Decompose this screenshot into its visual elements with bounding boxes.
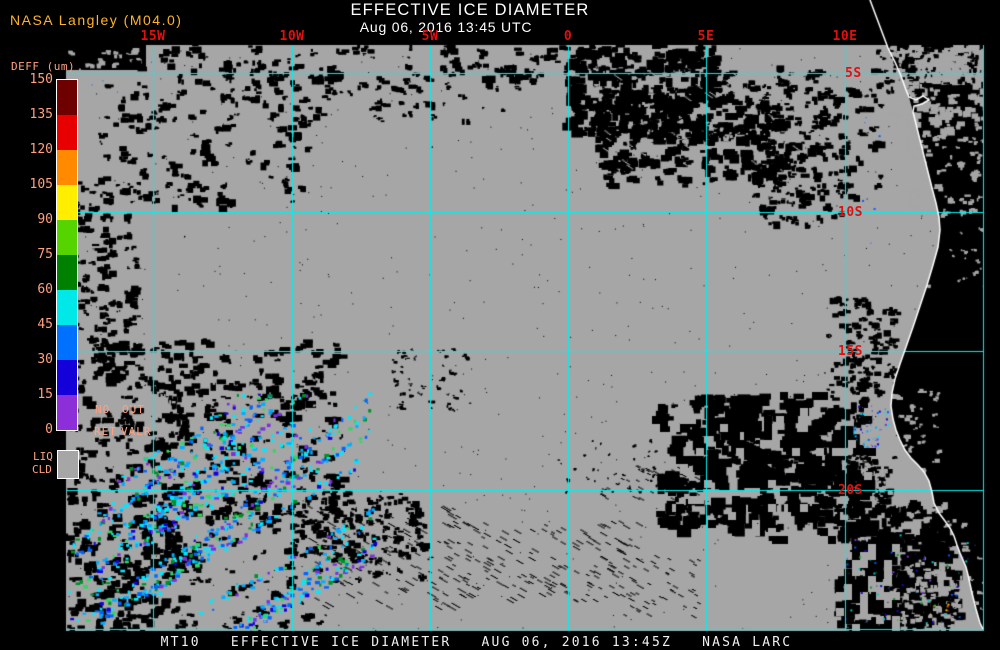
colorbar: [56, 79, 78, 431]
latitude-label: 10S: [838, 205, 863, 220]
latitude-label: 20S: [838, 483, 863, 498]
retrieval-flag-no: NO: [95, 403, 111, 416]
colorbar-segment: [57, 220, 77, 255]
colorbar-tick-label: 60: [37, 282, 53, 297]
colorbar-segment: [57, 80, 77, 115]
colorbar-segment: [57, 185, 77, 220]
longitude-label: 10E: [832, 29, 858, 44]
longitude-label: 5W: [421, 29, 439, 44]
colorbar-segment: [57, 325, 77, 360]
colorbar-tick-label: 120: [29, 142, 53, 157]
colorbar-unit-label: DEFF (um): [11, 60, 76, 73]
footer-text: MT10 EFFECTIVE ICE DIAMETER AUG 06, 2016…: [160, 635, 793, 650]
colorbar-tick-label: 30: [37, 352, 53, 367]
colorbar-tick-label: 150: [29, 72, 53, 87]
longitude-label: 5E: [697, 29, 715, 44]
retrieval-flag-valr: VALR: [121, 425, 152, 438]
latitude-label: 5S: [845, 66, 862, 81]
colorbar-segment: [57, 150, 77, 185]
longitude-label: 10W: [279, 29, 305, 44]
liquid-cloud-swatch: [57, 450, 79, 479]
latitude-label: 15S: [838, 344, 863, 359]
retrieval-flag-ret: RET: [94, 425, 117, 438]
timestamp-subtitle: Aug 06, 2016 13:45 UTC: [359, 19, 533, 35]
colorbar-tick-label: 0: [45, 422, 53, 437]
colorbar-tick-label: 135: [29, 107, 53, 122]
colorbar-segment: [57, 395, 77, 430]
credit-text: NASA Langley (M04.0): [10, 12, 183, 28]
footer-bar: MT10 EFFECTIVE ICE DIAMETER AUG 06, 2016…: [0, 632, 1000, 650]
colorbar-segment: [57, 360, 77, 395]
retrieval-flag-out: OUT: [122, 403, 145, 416]
liquid-cloud-label-line2: CLD: [32, 463, 52, 476]
colorbar-segment: [57, 290, 77, 325]
page-title: EFFECTIVE ICE DIAMETER: [350, 1, 590, 19]
colorbar-tick-label: 15: [37, 387, 53, 402]
colorbar-tick-label: 90: [37, 212, 53, 227]
longitude-label: 0: [563, 29, 573, 44]
liquid-cloud-label-line1: LIQ: [33, 450, 53, 463]
colorbar-tick-label: 105: [29, 177, 53, 192]
colorbar-tick-label: 75: [37, 247, 53, 262]
colorbar-segment: [57, 115, 77, 150]
colorbar-tick-label: 45: [37, 317, 53, 332]
colorbar-segment: [57, 255, 77, 290]
longitude-label: 15W: [140, 29, 166, 44]
